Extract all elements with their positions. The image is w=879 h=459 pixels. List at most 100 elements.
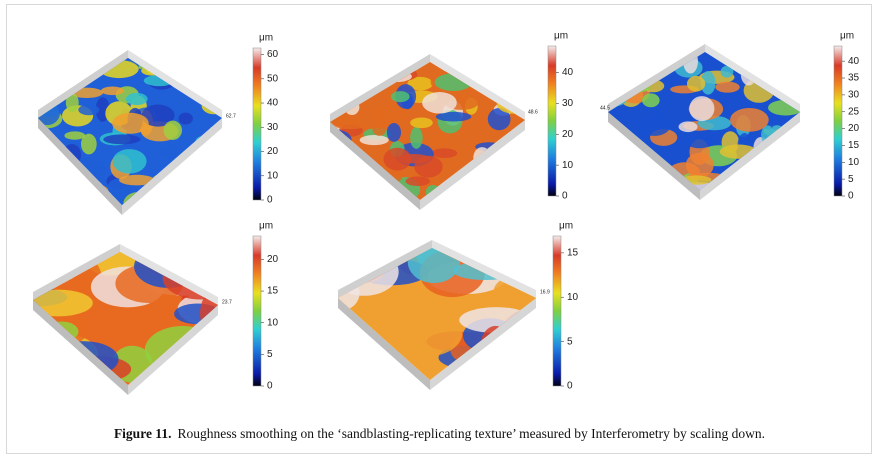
colorbar-tick-label: 30 xyxy=(267,122,279,133)
surface-blob xyxy=(178,112,193,125)
colorbar-tick-label: 0 xyxy=(267,381,273,392)
colorbar xyxy=(252,47,262,201)
surface-blob xyxy=(183,339,218,366)
surface-blob xyxy=(459,62,476,71)
surface-blob xyxy=(640,174,663,190)
colorbar-tick-label: 5 xyxy=(848,174,854,185)
surface-blob xyxy=(78,104,100,116)
peak-label: 44.5 xyxy=(600,105,610,111)
colorbar-tick-label: 20 xyxy=(848,123,860,134)
surface-blob xyxy=(344,62,381,76)
caption: Figure 11. Roughness smoothing on the ‘sa… xyxy=(0,426,879,442)
surface-wall xyxy=(338,240,432,298)
surface-blob xyxy=(747,52,773,63)
peak-label: 48.6 xyxy=(528,109,538,115)
surface-blob xyxy=(338,252,372,273)
colorbar-tick-label: 0 xyxy=(267,195,273,206)
surface-blob xyxy=(764,154,787,177)
colorbar-unit: μm xyxy=(554,31,568,42)
surface-blob xyxy=(330,190,346,200)
surface-blob xyxy=(383,147,412,171)
surface-blob xyxy=(57,196,82,205)
colorbar-tick-label: 15 xyxy=(267,286,279,297)
surface-wall xyxy=(432,240,536,298)
surface-blob xyxy=(339,62,373,76)
surface-blob xyxy=(482,185,506,200)
surface-blob xyxy=(451,62,464,69)
surface-blob xyxy=(783,149,798,164)
surface-blob xyxy=(715,81,740,93)
surface-blob xyxy=(435,111,472,122)
surface-blob xyxy=(720,65,734,78)
surface-blob xyxy=(678,121,698,133)
surface-blob xyxy=(405,176,430,186)
surface-wall xyxy=(705,44,800,112)
colorbar-tick-label: 0 xyxy=(562,191,568,202)
colorbar xyxy=(833,45,843,197)
colorbar xyxy=(547,45,557,197)
colorbar-tick-label: 10 xyxy=(567,292,579,303)
surface-blob xyxy=(407,76,433,91)
surface-wall xyxy=(120,244,218,305)
surface-wall xyxy=(122,118,222,215)
colorbar-tick-label: 10 xyxy=(848,157,860,168)
surface-blob xyxy=(204,140,222,155)
surface-blob xyxy=(648,178,673,190)
surface-wall xyxy=(128,50,222,118)
peak-label: 16.9 xyxy=(540,289,550,295)
colorbar-tick-label: 15 xyxy=(567,248,579,259)
surface-blob xyxy=(785,183,800,190)
peak-label: 62.7 xyxy=(226,113,236,119)
surface-blob xyxy=(125,92,148,106)
colorbar-tick-label: 50 xyxy=(267,73,279,84)
surface-blob xyxy=(642,93,660,108)
surface-blob xyxy=(394,308,463,357)
colorbar-unit: μm xyxy=(840,31,854,42)
surface-blob xyxy=(330,88,341,103)
colorbar-tick-label: 20 xyxy=(267,254,279,265)
surface-blob xyxy=(487,108,511,131)
colorbar-tick-label: 60 xyxy=(267,49,279,60)
peak-label: 23.7 xyxy=(222,299,232,305)
surface-blob xyxy=(165,252,218,271)
surface-wall xyxy=(33,244,120,300)
surface-wall xyxy=(608,44,705,112)
surface-blob xyxy=(81,133,97,155)
surface-blob xyxy=(51,58,90,79)
colorbar-tick-label: 30 xyxy=(562,98,574,109)
surface-wall xyxy=(430,54,525,120)
surface-blob xyxy=(414,155,443,178)
surface xyxy=(330,62,525,200)
surface-wall xyxy=(38,118,122,215)
surface-blob xyxy=(103,134,141,145)
surface-blob xyxy=(338,334,378,374)
surface-blob xyxy=(686,75,706,92)
surface-wall xyxy=(128,305,218,395)
colorbar-tick-label: 20 xyxy=(267,146,279,157)
surface-blob xyxy=(632,118,673,127)
colorbar-tick-label: 20 xyxy=(562,129,574,140)
colorbar-tick-label: 0 xyxy=(848,191,854,202)
colorbar-tick-label: 15 xyxy=(848,140,860,151)
colorbar-tick-label: 40 xyxy=(267,98,279,109)
surface-blob xyxy=(184,342,217,375)
colorbar-tick-label: 5 xyxy=(567,336,573,347)
surface-wall xyxy=(330,122,420,210)
colorbar-tick-label: 30 xyxy=(848,90,860,101)
surface-blob xyxy=(609,76,644,87)
colorbar-tick-label: 40 xyxy=(562,67,574,78)
surface-blob xyxy=(330,165,359,176)
surface-wall xyxy=(430,298,536,390)
surface-blob xyxy=(38,70,59,91)
surface-blob xyxy=(430,132,447,148)
surface-wall xyxy=(330,54,430,122)
surface-blob xyxy=(742,169,756,190)
surface-blob xyxy=(474,191,509,200)
surface-blob xyxy=(390,91,410,103)
colorbar xyxy=(552,235,562,387)
surface-blob xyxy=(141,104,175,127)
surface-blob xyxy=(727,52,746,62)
figure-frame xyxy=(6,4,872,454)
surface-blob xyxy=(386,123,402,142)
